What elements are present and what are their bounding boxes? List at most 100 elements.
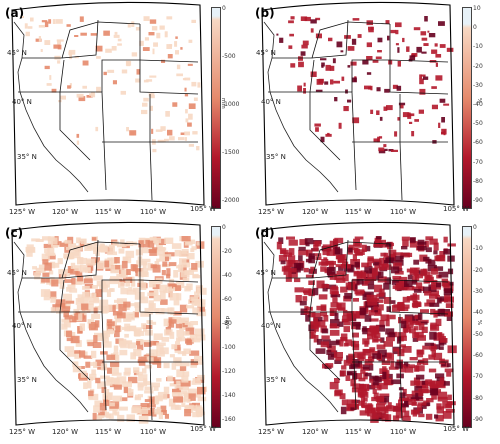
- data-cell: [64, 346, 75, 352]
- data-cell: [142, 247, 149, 254]
- data-cell: [336, 302, 346, 311]
- data-cell: [139, 40, 144, 46]
- data-cell: [146, 79, 153, 82]
- data-cell: [409, 320, 419, 325]
- data-cell: [429, 380, 436, 387]
- data-cell: [429, 388, 438, 396]
- data-cell: [329, 65, 335, 71]
- data-cell: [383, 379, 394, 385]
- data-cell: [446, 47, 454, 52]
- data-cell: [40, 289, 51, 297]
- data-cell: [304, 238, 314, 245]
- data-cell: [117, 414, 125, 422]
- data-cell: [418, 109, 424, 114]
- data-cell: [428, 368, 437, 373]
- data-cell: [412, 409, 418, 417]
- data-cell: [382, 366, 387, 372]
- data-cell: [366, 294, 374, 302]
- data-cell: [420, 309, 429, 313]
- data-cell: [425, 379, 433, 384]
- data-cell: [433, 250, 438, 255]
- data-cell: [134, 331, 145, 336]
- lat-label: 40° N: [12, 322, 32, 330]
- state-border: [22, 19, 99, 59]
- data-cell: [336, 278, 346, 283]
- data-cell: [373, 260, 382, 266]
- data-cell: [386, 105, 393, 111]
- data-cell: [287, 255, 296, 262]
- data-cell: [67, 351, 76, 357]
- data-cell: [383, 252, 389, 258]
- data-cell: [316, 280, 325, 289]
- data-cell: [123, 386, 128, 394]
- data-cell: [147, 292, 157, 296]
- data-cell: [160, 291, 166, 300]
- data-cell: [303, 267, 309, 273]
- data-cell: [423, 256, 430, 262]
- data-cell: [283, 252, 293, 257]
- data-cell: [360, 384, 367, 392]
- data-cell: [191, 380, 197, 385]
- data-cell: [71, 278, 76, 286]
- data-cell: [58, 269, 68, 275]
- data-cell: [95, 45, 103, 52]
- data-cell: [402, 239, 409, 247]
- data-cell: [395, 255, 403, 262]
- data-cell: [334, 237, 344, 244]
- data-cell: [56, 305, 64, 314]
- data-cell: [445, 409, 455, 413]
- data-cell: [173, 396, 183, 403]
- data-cell: [289, 33, 294, 37]
- colorbar-tick-label: -20: [473, 62, 483, 70]
- data-cell: [65, 300, 75, 304]
- data-cell: [409, 328, 416, 334]
- data-cell: [416, 380, 426, 388]
- data-cell: [77, 275, 84, 282]
- state-border: [309, 92, 341, 161]
- data-cell: [411, 131, 415, 137]
- data-cell: [409, 121, 413, 124]
- data-cell: [114, 257, 120, 264]
- data-cell: [401, 236, 410, 241]
- data-cell: [387, 35, 390, 41]
- data-cell: [59, 282, 65, 289]
- data-cell: [120, 287, 129, 295]
- data-cell: [376, 236, 382, 240]
- data-cell: [197, 82, 201, 88]
- data-cell: [430, 308, 436, 315]
- lat-label: 35° N: [17, 376, 37, 384]
- data-cell: [383, 283, 390, 290]
- data-cell: [168, 286, 177, 292]
- map-frame: [261, 1, 455, 206]
- data-cell: [313, 253, 322, 257]
- data-cell: [433, 352, 443, 361]
- data-cell: [167, 320, 175, 328]
- data-cell: [320, 341, 329, 348]
- data-cell: [347, 311, 355, 317]
- data-cell: [374, 239, 379, 245]
- data-cell: [118, 406, 128, 411]
- data-cell: [138, 374, 148, 382]
- data-cell: [75, 340, 82, 347]
- data-cell: [406, 296, 413, 301]
- data-cell: [360, 394, 365, 403]
- data-cell: [153, 237, 162, 244]
- lon-label: 115° W: [345, 428, 372, 436]
- map-frame: [11, 221, 205, 426]
- data-cell: [79, 323, 85, 331]
- data-cell: [364, 372, 372, 377]
- data-cell: [369, 318, 379, 322]
- data-cell: [54, 279, 64, 284]
- data-cell: [137, 382, 144, 388]
- data-cell: [133, 348, 142, 357]
- data-cell: [112, 409, 117, 415]
- data-cell: [436, 406, 444, 414]
- data-cell: [74, 246, 83, 251]
- lat-label: 40° N: [12, 98, 32, 106]
- data-cell: [80, 310, 87, 316]
- data-cell: [76, 140, 80, 145]
- data-cell: [107, 324, 114, 331]
- data-cell: [427, 259, 436, 266]
- data-cell: [384, 406, 389, 414]
- data-cell: [114, 315, 119, 320]
